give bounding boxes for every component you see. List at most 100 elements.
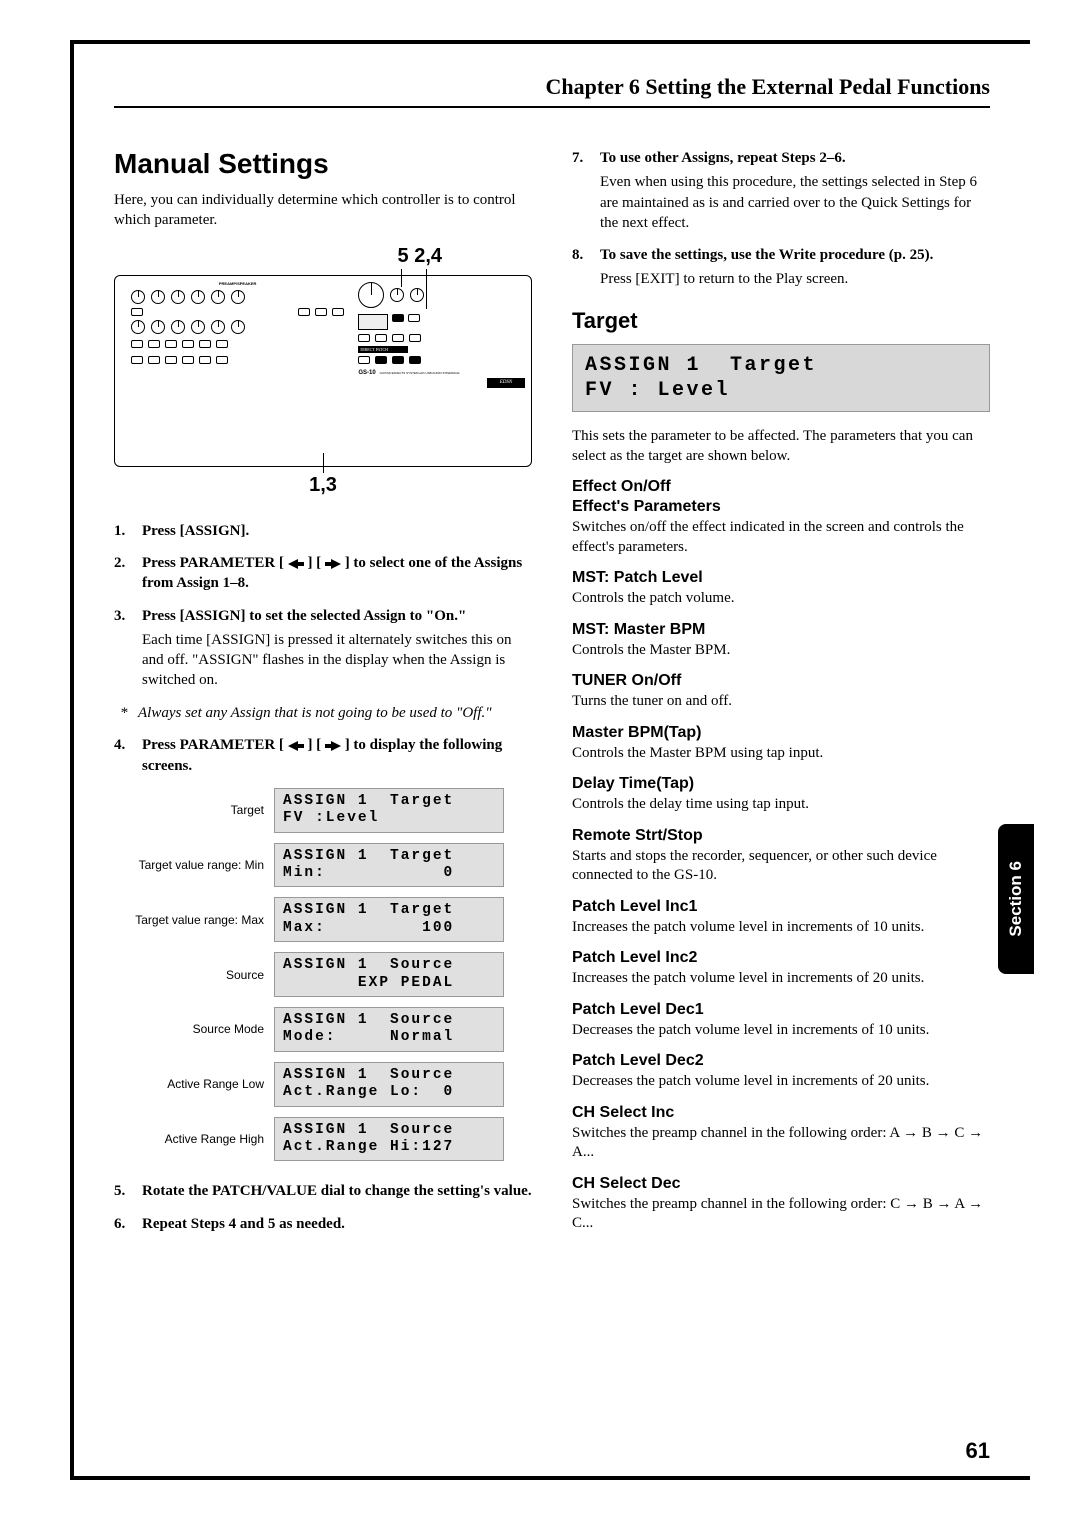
steps-list-5-6: 5. Rotate the PATCH/VALUE dial to change… bbox=[114, 1181, 532, 1234]
device-figure: 5 2,4 PREAMP/SPEAKER bbox=[114, 251, 532, 491]
param-desc: Controls the delay time using tap input. bbox=[572, 795, 990, 815]
lcd-screen: ASSIGN 1 Source Act.Range Hi:127 bbox=[274, 1117, 504, 1162]
right-column: 7. To use other Assigns, repeat Steps 2–… bbox=[572, 148, 990, 1246]
target-heading: Target bbox=[572, 308, 990, 334]
step-bold: Repeat Steps 4 and 5 as needed. bbox=[142, 1216, 345, 1232]
step-item: 3. Press [ASSIGN] to set the selected As… bbox=[114, 606, 532, 691]
target-intro: This sets the parameter to be affected. … bbox=[572, 426, 990, 467]
step-bold: Press [ASSIGN] to set the selected Assig… bbox=[142, 608, 466, 624]
param-desc: Decreases the patch volume level in incr… bbox=[572, 1072, 990, 1092]
lcd-row: Source ASSIGN 1 Source EXP PEDAL bbox=[114, 952, 532, 997]
param-desc: Turns the tuner on and off. bbox=[572, 692, 990, 712]
left-column: Manual Settings Here, you can individual… bbox=[114, 148, 532, 1246]
steps-list-1: 1. Press [ASSIGN]. 2. Press PARAMETER [ … bbox=[114, 521, 532, 691]
step-bold: To save the settings, use the Write proc… bbox=[600, 247, 933, 263]
param-title: Patch Level Inc1 bbox=[572, 898, 990, 916]
step-bold: Press PARAMETER [ ] [ ] to display the f… bbox=[142, 735, 532, 776]
step-body: Each time [ASSIGN] is pressed it alterna… bbox=[142, 630, 532, 691]
arrow-left-icon bbox=[288, 553, 304, 573]
param-title: MST: Master BPM bbox=[572, 621, 990, 639]
lcd-row: Target value range: Max ASSIGN 1 Target M… bbox=[114, 897, 532, 942]
lcd-label: Active Range Low bbox=[114, 1077, 264, 1091]
lcd-screen: ASSIGN 1 Source EXP PEDAL bbox=[274, 952, 504, 997]
lcd-row: Target value range: Min ASSIGN 1 Target M… bbox=[114, 843, 532, 888]
step-item: 4. Press PARAMETER [ ] [ ] to display th… bbox=[114, 735, 532, 776]
step-bold: To use other Assigns, repeat Steps 2–6. bbox=[600, 150, 846, 166]
lcd-row: Active Range High ASSIGN 1 Source Act.Ran… bbox=[114, 1117, 532, 1162]
step-num: 3. bbox=[114, 606, 134, 691]
page-number: 61 bbox=[966, 1438, 990, 1464]
param-desc: Starts and stops the recorder, sequencer… bbox=[572, 847, 990, 886]
target-parameters: Effect On/Off Effect's Parameters Switch… bbox=[572, 478, 990, 1234]
lcd-label: Target bbox=[114, 803, 264, 817]
param-desc: Controls the patch volume. bbox=[572, 589, 990, 609]
step-item: 7. To use other Assigns, repeat Steps 2–… bbox=[572, 148, 990, 233]
lcd-row: Source Mode ASSIGN 1 Source Mode: Normal bbox=[114, 1007, 532, 1052]
param-desc: Decreases the patch volume level in incr… bbox=[572, 1021, 990, 1041]
lcd-screen: ASSIGN 1 Target FV :Level bbox=[274, 788, 504, 833]
lcd-label: Target value range: Min bbox=[114, 858, 264, 872]
steps-list-4: 4. Press PARAMETER [ ] [ ] to display th… bbox=[114, 735, 532, 776]
arrow-right-icon bbox=[325, 553, 341, 573]
lcd-screen: ASSIGN 1 Target Min: 0 bbox=[274, 843, 504, 888]
step-num: 5. bbox=[114, 1181, 134, 1201]
lcd-label: Source Mode bbox=[114, 1022, 264, 1036]
step-item: 2. Press PARAMETER [ ] [ ] to select one… bbox=[114, 553, 532, 594]
param-title: TUNER On/Off bbox=[572, 672, 990, 690]
chapter-header: Chapter 6 Setting the External Pedal Fun… bbox=[114, 74, 990, 108]
param-title: Patch Level Inc2 bbox=[572, 949, 990, 967]
page-frame: Chapter 6 Setting the External Pedal Fun… bbox=[70, 40, 1030, 1480]
step-num: 6. bbox=[114, 1214, 134, 1234]
step-item: 6. Repeat Steps 4 and 5 as needed. bbox=[114, 1214, 532, 1234]
param-title: Remote Strt/Stop bbox=[572, 827, 990, 845]
param-title: Patch Level Dec2 bbox=[572, 1052, 990, 1070]
step-body: Even when using this procedure, the sett… bbox=[600, 172, 990, 233]
section-title: Manual Settings bbox=[114, 148, 532, 180]
lcd-screen: ASSIGN 1 Target Max: 100 bbox=[274, 897, 504, 942]
lcd-screen: ASSIGN 1 Source Act.Range Lo: 0 bbox=[274, 1062, 504, 1107]
param-desc: Switches on/off the effect indicated in … bbox=[572, 518, 990, 557]
step-num: 4. bbox=[114, 735, 134, 776]
param-desc: Switches the preamp channel in the follo… bbox=[572, 1195, 990, 1234]
param-title: Effect's Parameters bbox=[572, 498, 990, 516]
step-body: Press [EXIT] to return to the Play scree… bbox=[600, 269, 990, 289]
arrow-right-icon bbox=[325, 735, 341, 755]
step-num: 8. bbox=[572, 245, 592, 290]
step-bold: Press [ASSIGN]. bbox=[142, 523, 249, 539]
section-tab: Section 6 bbox=[998, 824, 1034, 974]
param-desc: Controls the Master BPM using tap input. bbox=[572, 744, 990, 764]
step-num: 1. bbox=[114, 521, 134, 541]
target-lcd: ASSIGN 1 Target FV : Level bbox=[572, 344, 990, 412]
step-num: 7. bbox=[572, 148, 592, 233]
param-desc: Increases the patch volume level in incr… bbox=[572, 918, 990, 938]
param-title: CH Select Dec bbox=[572, 1175, 990, 1193]
step-num: 2. bbox=[114, 553, 134, 594]
param-desc: Switches the preamp channel in the follo… bbox=[572, 1124, 990, 1163]
step-bold: Press PARAMETER [ ] [ ] to select one of… bbox=[142, 553, 532, 594]
param-desc: Increases the patch volume level in incr… bbox=[572, 969, 990, 989]
step-item: 5. Rotate the PATCH/VALUE dial to change… bbox=[114, 1181, 532, 1201]
intro-paragraph: Here, you can individually determine whi… bbox=[114, 190, 532, 231]
lcd-label: Target value range: Max bbox=[114, 913, 264, 927]
step-bold: Rotate the PATCH/VALUE dial to change th… bbox=[142, 1183, 532, 1199]
lcd-screens-table: Target ASSIGN 1 Target FV :Level Target v… bbox=[114, 788, 532, 1161]
lcd-label: Active Range High bbox=[114, 1132, 264, 1146]
step-item: 1. Press [ASSIGN]. bbox=[114, 521, 532, 541]
two-column-layout: Manual Settings Here, you can individual… bbox=[114, 148, 990, 1246]
lcd-screen: ASSIGN 1 Source Mode: Normal bbox=[274, 1007, 504, 1052]
param-desc: Controls the Master BPM. bbox=[572, 641, 990, 661]
arrow-left-icon bbox=[288, 735, 304, 755]
param-title: Master BPM(Tap) bbox=[572, 724, 990, 742]
footnote: Always set any Assign that is not going … bbox=[114, 703, 532, 723]
param-title: Effect On/Off bbox=[572, 478, 990, 496]
lcd-row: Target ASSIGN 1 Target FV :Level bbox=[114, 788, 532, 833]
param-title: MST: Patch Level bbox=[572, 569, 990, 587]
steps-list-7-8: 7. To use other Assigns, repeat Steps 2–… bbox=[572, 148, 990, 290]
device-box: PREAMP/SPEAKER bbox=[114, 275, 532, 467]
lcd-label: Source bbox=[114, 968, 264, 982]
param-title: CH Select Inc bbox=[572, 1104, 990, 1122]
figure-label-bottom: 1,3 bbox=[309, 474, 337, 497]
step-item: 8. To save the settings, use the Write p… bbox=[572, 245, 990, 290]
figure-label-top: 5 2,4 bbox=[398, 245, 442, 268]
param-title: Patch Level Dec1 bbox=[572, 1001, 990, 1019]
